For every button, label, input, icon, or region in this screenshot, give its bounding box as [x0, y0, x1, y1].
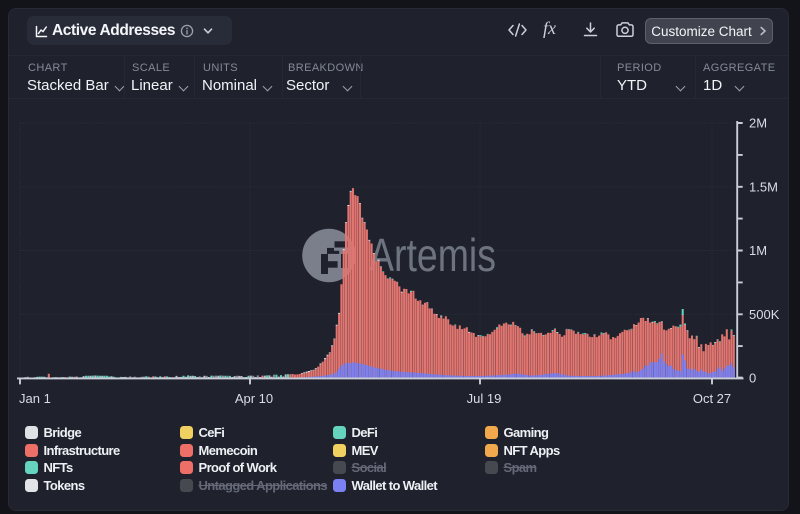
svg-text:1.5M: 1.5M	[749, 179, 778, 194]
svg-text:Jan 1: Jan 1	[19, 391, 51, 406]
svg-text:Jul 19: Jul 19	[467, 391, 502, 406]
svg-text:0: 0	[749, 371, 756, 386]
svg-text:2M: 2M	[749, 116, 767, 131]
svg-text:1M: 1M	[749, 243, 767, 258]
svg-text:Apr 10: Apr 10	[235, 391, 273, 406]
svg-text:Oct 27: Oct 27	[693, 391, 731, 406]
svg-text:500K: 500K	[749, 307, 780, 322]
svg-text:Artemis: Artemis	[369, 229, 496, 281]
